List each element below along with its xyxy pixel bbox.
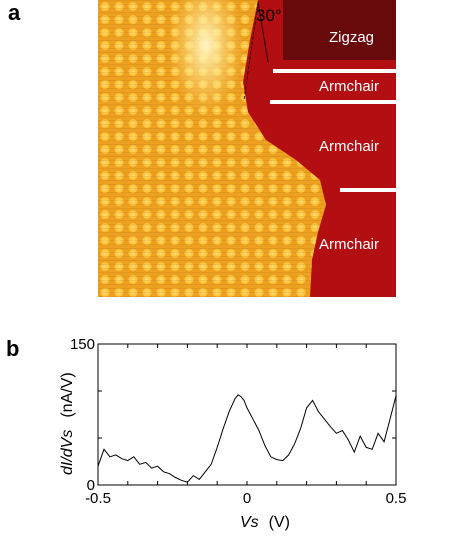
y-tick-label: 0 — [87, 477, 95, 494]
x-tick-label: -0.5 — [85, 490, 111, 507]
angle-line — [257, 1, 269, 63]
x-tick-label: 0 — [243, 490, 251, 507]
armchair-label-2: Armchair — [319, 138, 380, 155]
bright-feature — [168, 0, 244, 115]
armchair-label-3: Armchair — [319, 236, 380, 253]
dark-corner — [283, 0, 396, 60]
panel-b-label: b — [6, 336, 20, 361]
angle-label: 30° — [256, 6, 282, 25]
stm-image-canvas — [98, 0, 396, 297]
zigzag-label: Zigzag — [329, 29, 375, 46]
x-axis-label: Vs (V) — [240, 514, 290, 531]
spectrum-chart: -0.5 0 0.5 0 150 dI/dVs(nA/V) Vs (V) — [0, 330, 463, 534]
x-tick-label: 0.5 — [386, 490, 407, 507]
x-axis-var: Vs — [240, 514, 259, 531]
angle-line-2 — [243, 1, 259, 101]
armchair-label-1: Armchair — [319, 78, 380, 95]
y-axis-var: dI/dVs — [59, 430, 76, 475]
y-tick-label: 150 — [70, 336, 95, 353]
series-line — [97, 394, 397, 483]
y-axis-unit: (nA/V) — [59, 372, 76, 417]
x-axis-unit: (V) — [269, 514, 290, 531]
panel-a-label: a — [8, 0, 21, 25]
stm-image: 30° Zigzag Armchair Armchair Armchair — [98, 0, 396, 297]
y-axis-label: dI/dVs (nA/V) — [59, 372, 76, 475]
